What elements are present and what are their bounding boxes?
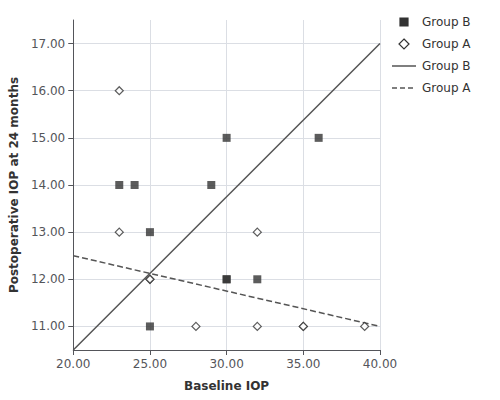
svg-text:20.00: 20.00 — [56, 357, 90, 371]
svg-text:13.00: 13.00 — [31, 225, 65, 239]
svg-text:Baseline IOP: Baseline IOP — [184, 379, 269, 393]
svg-text:Group B: Group B — [422, 59, 471, 73]
svg-text:Group A: Group A — [422, 37, 471, 51]
svg-text:15.00: 15.00 — [31, 131, 65, 145]
svg-text:12.00: 12.00 — [31, 272, 65, 286]
svg-text:35.00: 35.00 — [286, 357, 320, 371]
svg-text:14.00: 14.00 — [31, 178, 65, 192]
svg-text:Group A: Group A — [422, 81, 471, 95]
svg-text:11.00: 11.00 — [31, 319, 65, 333]
svg-text:Postoperative IOP at 24 months: Postoperative IOP at 24 months — [7, 77, 21, 293]
svg-text:25.00: 25.00 — [133, 357, 167, 371]
svg-text:17.00: 17.00 — [31, 37, 65, 51]
svg-text:30.00: 30.00 — [209, 357, 243, 371]
svg-text:40.00: 40.00 — [363, 357, 397, 371]
svg-text:16.00: 16.00 — [31, 84, 65, 98]
svg-text:Group B: Group B — [422, 15, 471, 29]
